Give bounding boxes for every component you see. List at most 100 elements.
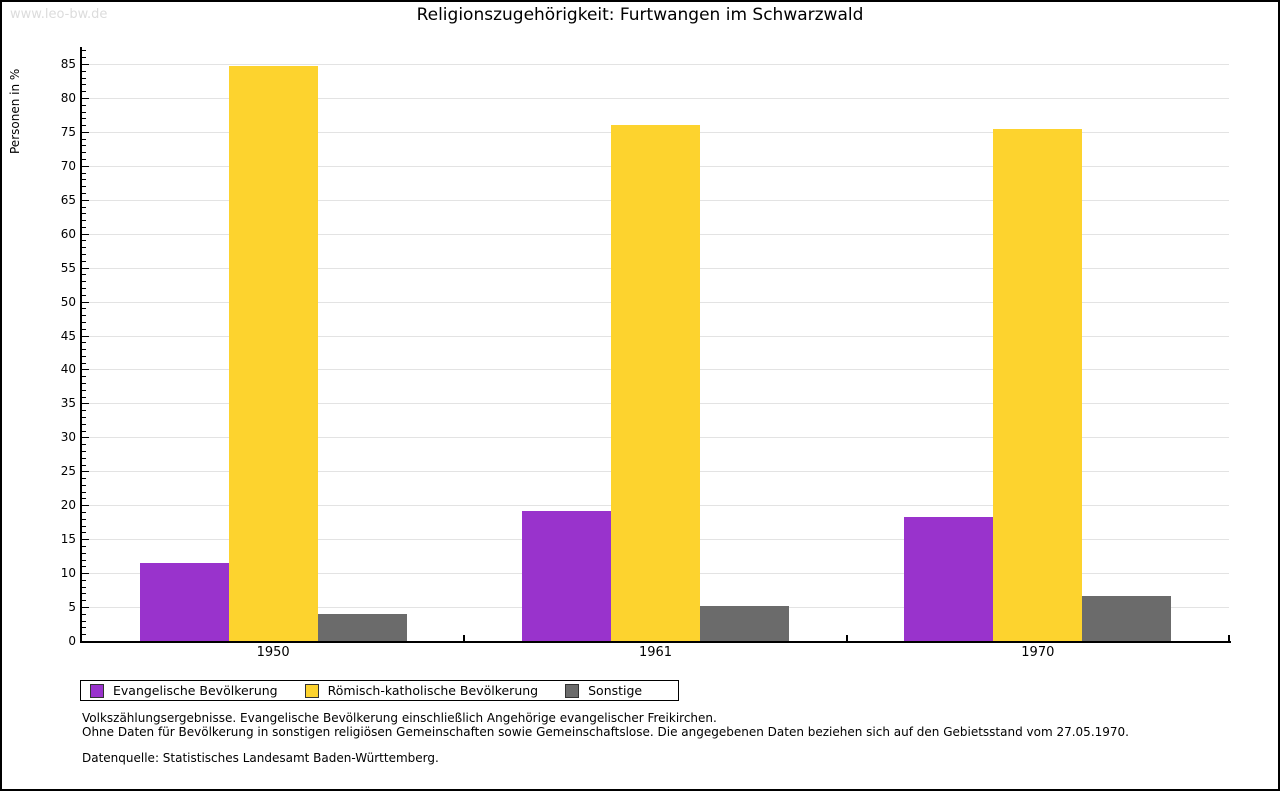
y-axis-label: Personen in %	[8, 68, 22, 154]
bar-1970-3	[1082, 596, 1172, 641]
y-minor-tick	[82, 294, 86, 296]
y-minor-tick	[82, 111, 86, 113]
y-gridline	[82, 97, 1229, 99]
y-tick-label: 15	[60, 532, 76, 547]
y-minor-tick	[82, 70, 86, 72]
y-tick-label: 35	[60, 396, 76, 411]
legend-swatch-evangelische	[90, 683, 104, 698]
y-minor-tick	[82, 206, 86, 208]
data-source-note: Datenquelle: Statistisches Landesamt Bad…	[82, 751, 439, 765]
y-minor-tick	[82, 254, 86, 256]
y-major-tick	[82, 97, 89, 99]
y-tick-label: 70	[60, 158, 76, 173]
y-minor-tick	[82, 566, 86, 568]
x-tick-label: 1950	[256, 645, 290, 660]
y-minor-tick	[82, 430, 86, 432]
x-boundary-tick	[463, 635, 466, 641]
y-tick-label: 85	[60, 57, 76, 71]
y-minor-tick	[82, 532, 86, 534]
y-minor-tick	[82, 396, 86, 398]
y-minor-tick	[82, 593, 86, 595]
y-minor-tick	[82, 559, 86, 561]
y-minor-tick	[82, 620, 86, 622]
y-minor-tick	[82, 349, 86, 351]
y-major-tick	[82, 301, 89, 303]
footnote-line-2: Ohne Daten für Bevölkerung in sonstigen …	[82, 725, 1129, 739]
y-minor-tick	[82, 498, 86, 500]
y-major-tick	[82, 471, 89, 473]
y-gridline	[82, 64, 1229, 65]
y-minor-tick	[82, 512, 86, 514]
bar-1961-2	[611, 125, 700, 641]
y-major-tick	[82, 335, 89, 337]
y-minor-tick	[82, 84, 86, 86]
y-tick-label: 80	[60, 90, 76, 105]
y-minor-tick	[82, 77, 86, 79]
y-minor-tick	[82, 152, 86, 154]
bar-1961-3	[700, 605, 789, 641]
x-boundary-tick	[1228, 635, 1230, 641]
legend-label-sonstige: Sonstige	[588, 683, 643, 698]
y-tick-label: 30	[60, 430, 76, 445]
y-minor-tick	[82, 315, 86, 317]
legend-item-evangelische: Evangelische Bevölkerung	[90, 683, 278, 698]
y-minor-tick	[82, 484, 86, 486]
y-minor-tick	[82, 518, 86, 520]
y-minor-tick	[82, 118, 86, 120]
y-minor-tick	[82, 600, 86, 602]
y-minor-tick	[82, 342, 86, 344]
y-minor-tick	[82, 416, 86, 418]
y-axis-line	[80, 47, 82, 643]
footnote-line-1: Volkszählungsergebnisse. Evangelische Be…	[82, 711, 717, 725]
y-minor-tick	[82, 226, 86, 228]
y-minor-tick	[82, 457, 86, 459]
y-minor-tick	[82, 186, 86, 188]
bar-1970-2	[993, 129, 1083, 641]
y-minor-tick	[82, 104, 86, 106]
y-minor-tick	[82, 525, 86, 527]
y-minor-tick	[82, 389, 86, 391]
y-minor-tick	[82, 213, 86, 215]
y-minor-tick	[82, 634, 86, 636]
y-minor-tick	[82, 57, 86, 59]
legend-label-evangelische: Evangelische Bevölkerung	[113, 683, 278, 698]
y-minor-tick	[82, 545, 86, 547]
y-minor-tick	[82, 125, 86, 127]
y-minor-tick	[82, 288, 86, 289]
legend-swatch-katholisch	[304, 683, 319, 698]
x-boundary-tick	[845, 635, 848, 641]
y-minor-tick	[82, 50, 86, 52]
y-minor-tick	[82, 579, 86, 581]
bar-1970-1	[904, 517, 994, 641]
bar-1961-1	[522, 511, 611, 641]
y-major-tick	[82, 539, 89, 541]
y-tick-label: 20	[60, 498, 76, 513]
bar-1950-1	[139, 562, 229, 641]
y-minor-tick	[82, 376, 86, 378]
y-major-tick	[82, 165, 89, 167]
y-major-tick	[82, 64, 89, 65]
y-tick-label: 65	[60, 192, 76, 207]
y-minor-tick	[82, 383, 86, 385]
y-major-tick	[82, 403, 89, 405]
y-major-tick	[82, 369, 89, 371]
y-minor-tick	[82, 274, 86, 276]
y-tick-label: 75	[60, 124, 76, 139]
y-major-tick	[82, 607, 89, 609]
y-minor-tick	[82, 586, 86, 588]
y-minor-tick	[82, 328, 86, 330]
y-tick-label: 45	[60, 328, 76, 343]
y-minor-tick	[82, 450, 86, 452]
y-minor-tick	[82, 260, 86, 262]
y-tick-label: 55	[60, 260, 76, 275]
y-minor-tick	[82, 145, 86, 147]
y-minor-tick	[82, 355, 86, 357]
y-tick-label: 50	[60, 294, 76, 309]
y-minor-tick	[82, 91, 86, 93]
watermark: www.leo-bw.de	[10, 7, 108, 22]
y-minor-tick	[82, 444, 86, 446]
y-minor-tick	[82, 362, 86, 364]
y-minor-tick	[82, 613, 86, 615]
y-minor-tick	[82, 552, 86, 554]
